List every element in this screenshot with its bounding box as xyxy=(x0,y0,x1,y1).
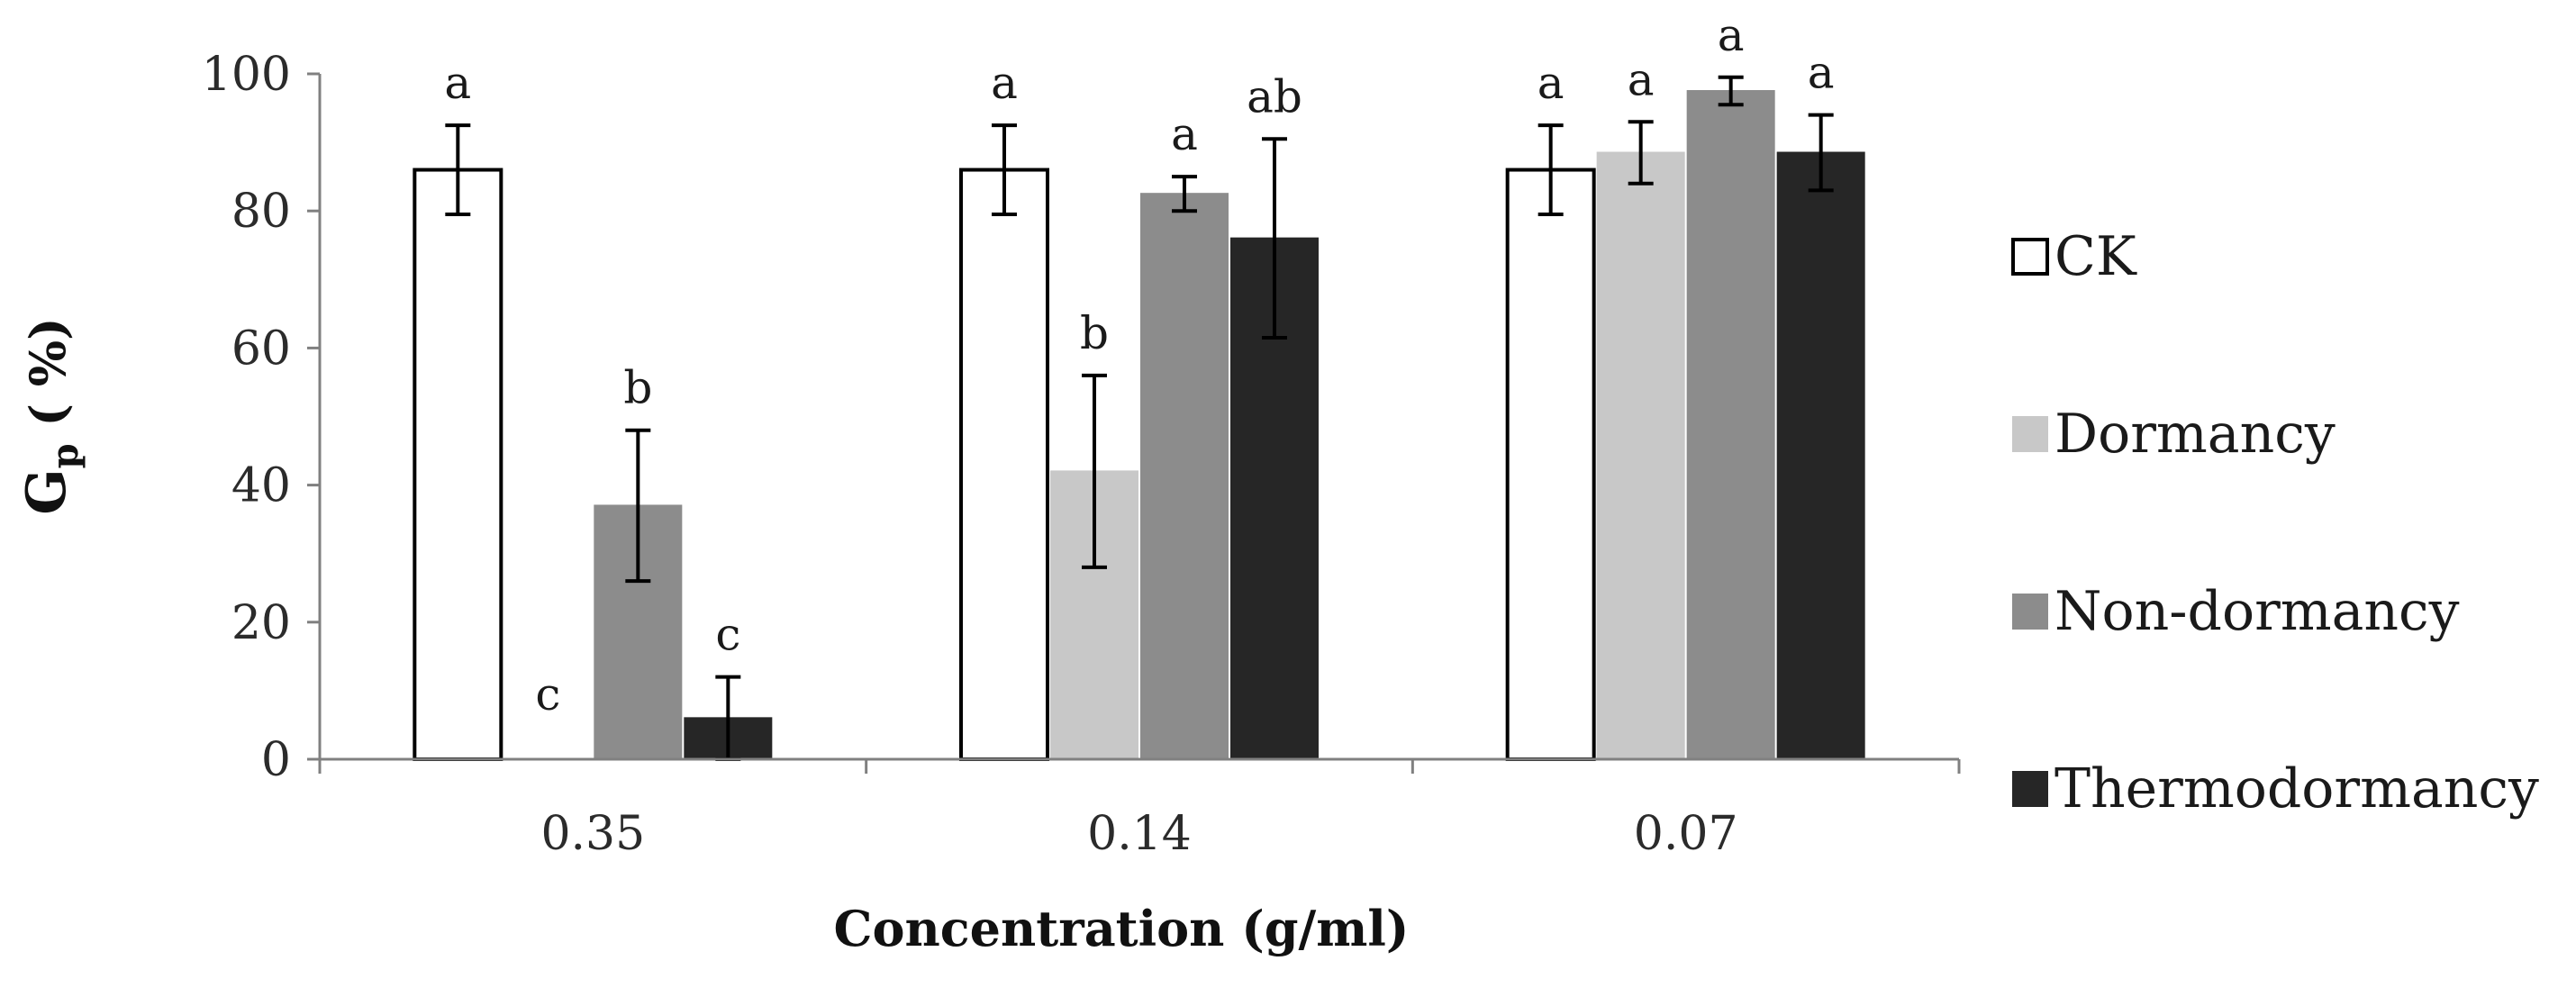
significance-label: a xyxy=(444,57,471,109)
y-axis-title-unit: ( %) xyxy=(19,317,77,443)
x-tick-label: 0.35 xyxy=(540,807,645,861)
bar-ck xyxy=(959,168,1049,762)
significance-label: b xyxy=(1080,307,1109,359)
legend-swatch-ck xyxy=(2011,238,2049,276)
x-tick-label: 0.07 xyxy=(1634,807,1738,861)
x-tick-label: 0.14 xyxy=(1087,807,1192,861)
legend-label-ck: CK xyxy=(2054,225,2137,288)
legend-label-dormancy: Dormancy xyxy=(2054,403,2336,466)
significance-label: a xyxy=(991,57,1018,109)
y-tick-label: 100 xyxy=(202,48,291,102)
significance-label: c xyxy=(715,609,740,661)
bar-ck xyxy=(413,168,503,762)
significance-label: b xyxy=(623,362,652,414)
y-tick-label: 40 xyxy=(231,459,291,513)
bar-thermodormancy xyxy=(1776,151,1865,760)
significance-label: a xyxy=(1537,57,1565,109)
y-axis-title: Gp ( %) xyxy=(15,317,86,514)
y-axis-title-main: G xyxy=(15,468,78,514)
significance-label: a xyxy=(1628,53,1655,105)
bar-non-dormancy xyxy=(1140,193,1229,761)
legend-label-non-dormancy: Non-dormancy xyxy=(2054,580,2460,643)
y-tick-label: 0 xyxy=(261,733,291,787)
bar-ck xyxy=(1505,168,1596,762)
legend: CK Dormancy Non-dormancy Thermodormancy xyxy=(2011,225,2539,820)
legend-swatch-dormancy xyxy=(2012,416,2048,452)
y-axis: 0 20 40 60 80 100 xyxy=(202,48,322,787)
x-axis: 0.35 0.14 0.07 xyxy=(318,757,1961,861)
y-tick-label: 20 xyxy=(231,596,291,650)
significance-label: a xyxy=(1718,9,1745,61)
y-tick-label: 60 xyxy=(231,322,291,376)
legend-swatch-non-dormancy xyxy=(2012,594,2048,630)
legend-label-thermodormancy: Thermodormancy xyxy=(2054,757,2539,820)
y-tick-label: 80 xyxy=(231,185,291,239)
significance-label: ab xyxy=(1247,70,1302,122)
significance-label: a xyxy=(1808,47,1835,99)
bar-non-dormancy xyxy=(1686,90,1775,760)
legend-swatch-thermodormancy xyxy=(2012,771,2048,807)
y-axis-title-sub: p xyxy=(44,443,86,468)
x-axis-title: Concentration (g/ml) xyxy=(834,900,1410,957)
bar-dormancy xyxy=(1596,151,1685,760)
significance-label: c xyxy=(535,668,560,721)
significance-label: a xyxy=(1171,108,1198,160)
